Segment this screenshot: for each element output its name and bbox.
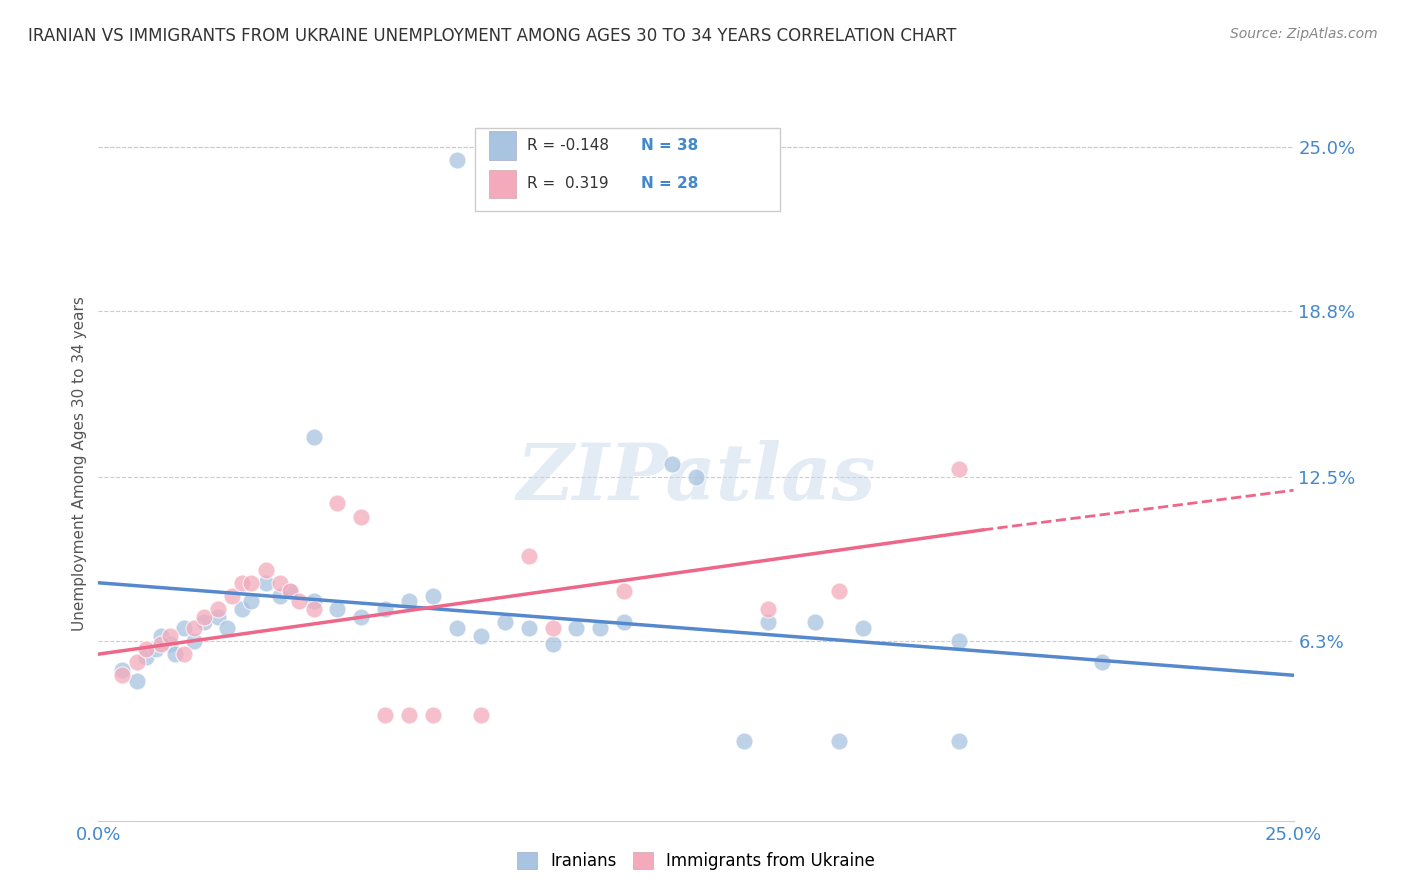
Point [398,594,420,608]
Legend: Iranians, Immigrants from Ukraine: Iranians, Immigrants from Ukraine [510,845,882,877]
Point [756,615,779,630]
Point [125,655,148,669]
Point [948,734,970,748]
Y-axis label: Unemployment Among Ages 30 to 34 years: Unemployment Among Ages 30 to 34 years [72,296,87,632]
Point [288,594,311,608]
Point [193,610,215,624]
Text: R = -0.148: R = -0.148 [527,138,609,153]
FancyBboxPatch shape [475,128,780,211]
Point [302,602,325,616]
Point [173,647,195,661]
Point [613,583,636,598]
Point [948,462,970,476]
Point [517,621,540,635]
Point [398,707,420,722]
Bar [489,131,516,160]
Point [374,602,396,616]
Point [1091,655,1114,669]
Point [207,602,229,616]
Point [470,629,492,643]
Point [446,153,468,167]
Point [948,634,970,648]
Point [828,583,851,598]
Point [828,734,851,748]
Point [159,636,181,650]
Point [135,649,157,664]
Point [207,610,229,624]
Text: IRANIAN VS IMMIGRANTS FROM UKRAINE UNEMPLOYMENT AMONG AGES 30 TO 34 YEARS CORREL: IRANIAN VS IMMIGRANTS FROM UKRAINE UNEMP… [28,27,956,45]
Point [135,641,157,656]
Point [145,641,167,656]
Text: ZIPatlas: ZIPatlas [516,440,876,516]
Point [269,589,291,603]
Point [254,563,277,577]
Point [350,610,373,624]
Point [231,575,253,590]
Point [149,629,172,643]
Point [517,549,540,564]
Point [733,734,755,748]
Point [350,509,373,524]
Text: Source: ZipAtlas.com: Source: ZipAtlas.com [1230,27,1378,41]
Text: N = 38: N = 38 [641,138,699,153]
Point [125,673,148,688]
Point [685,470,707,484]
Point [852,621,875,635]
Point [422,707,444,722]
Point [374,707,396,722]
Point [541,621,564,635]
Point [470,707,492,722]
Point [269,575,291,590]
Text: N = 28: N = 28 [641,177,699,192]
Point [221,589,243,603]
Point [422,589,444,603]
Point [183,634,205,648]
Point [613,615,636,630]
Point [661,457,683,471]
Point [302,594,325,608]
Text: R =  0.319: R = 0.319 [527,177,609,192]
Point [231,602,253,616]
Point [326,602,349,616]
Point [756,602,779,616]
Point [163,647,186,661]
Point [541,636,564,650]
Point [326,496,349,510]
Point [183,621,205,635]
Point [589,621,612,635]
Point [446,621,468,635]
Point [494,615,516,630]
Point [240,594,263,608]
Point [254,575,277,590]
Point [804,615,827,630]
Point [278,583,301,598]
Point [111,668,134,682]
Point [278,583,301,598]
Point [111,663,134,677]
Point [193,615,215,630]
Point [159,629,181,643]
Point [217,621,239,635]
Point [565,621,588,635]
Bar [489,169,516,198]
Point [149,636,172,650]
Point [173,621,195,635]
Point [240,575,263,590]
Point [302,430,325,444]
